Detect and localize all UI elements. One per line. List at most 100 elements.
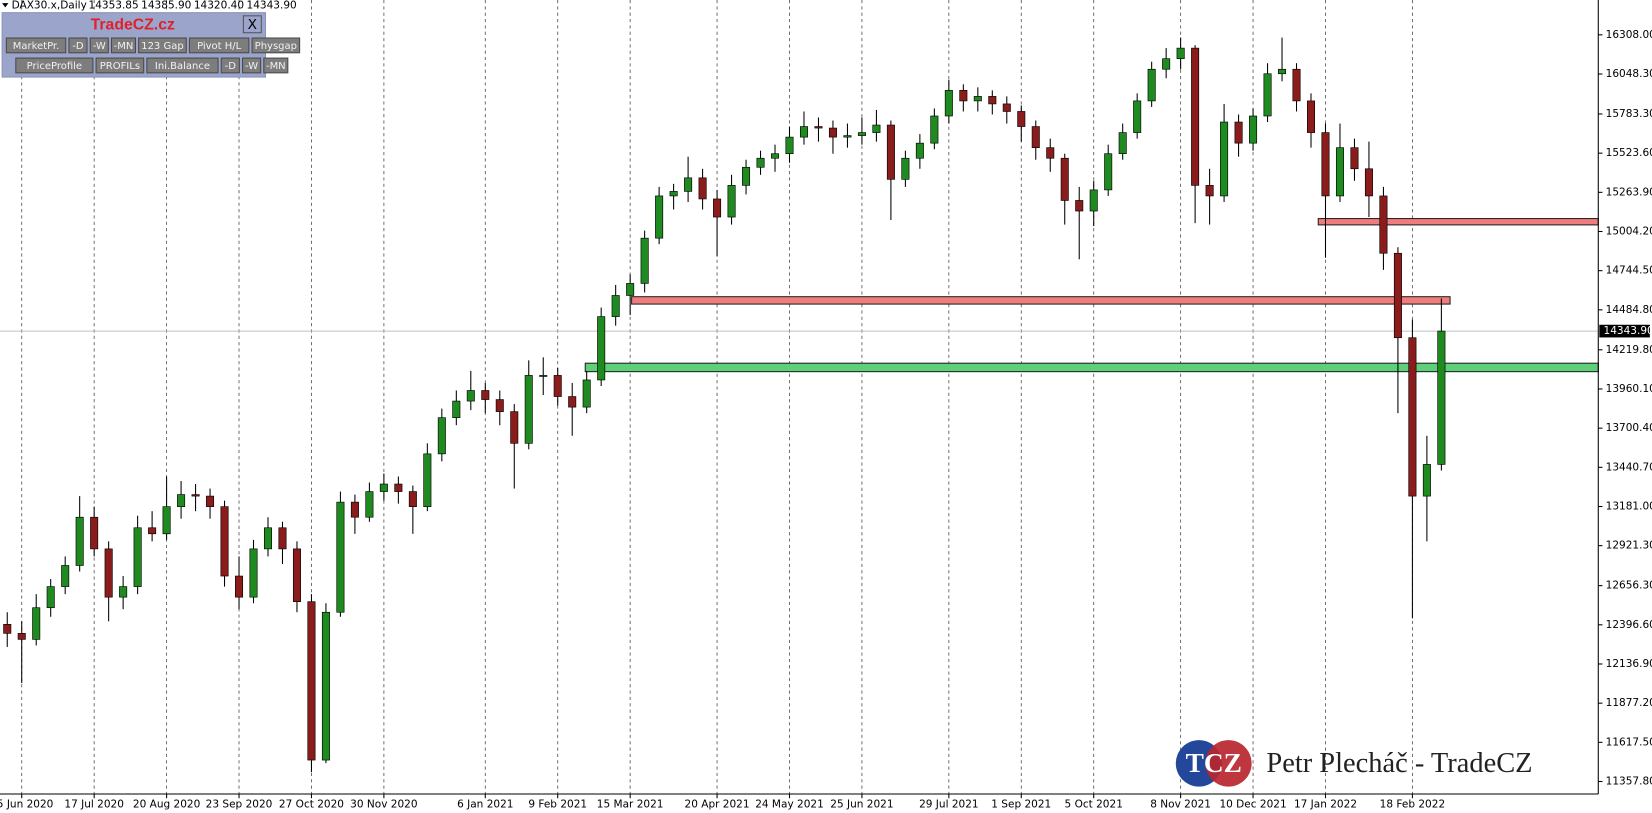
toolbar-button[interactable]: -D — [220, 57, 240, 74]
candle-body — [1292, 68, 1301, 102]
toolbar-button[interactable]: PROFILs — [95, 57, 145, 74]
toolbar-button[interactable]: -W — [242, 57, 262, 74]
toolbar-button[interactable]: Ini.Balance — [146, 57, 219, 74]
button-face — [110, 37, 137, 54]
button-label: -W — [93, 41, 106, 52]
x-tick-label: 23 Sep 2020 — [206, 799, 273, 811]
toolbar-button[interactable]: PriceProfile — [15, 57, 94, 74]
candle-body — [133, 527, 142, 587]
x-tick-label: 17 Jul 2020 — [64, 799, 124, 811]
header-ohlc: 14343.90 — [247, 0, 297, 11]
x-tick-label: 1 Sep 2021 — [991, 799, 1051, 811]
toolbar-button[interactable]: Physgap — [251, 37, 301, 54]
candle-body — [437, 417, 446, 455]
candle-body — [1307, 100, 1316, 133]
x-tick-label: 29 Jul 2021 — [919, 799, 979, 811]
y-tick-label: 12656.30 — [1606, 580, 1652, 592]
candle-body — [1147, 68, 1156, 102]
x-tick-label: 18 Feb 2022 — [1380, 799, 1445, 811]
candle-body — [1104, 153, 1113, 191]
candle-body — [857, 132, 866, 136]
button-face — [68, 37, 88, 54]
candle-body — [1234, 121, 1243, 144]
candle-body — [379, 483, 388, 492]
candle-body — [785, 136, 794, 155]
y-tick-label: 13440.70 — [1606, 461, 1652, 473]
logo-text: TCZ — [1186, 748, 1242, 778]
candle-body — [901, 157, 910, 180]
candle-body — [1075, 200, 1084, 212]
candle-body — [46, 586, 55, 609]
y-tick-label: 12136.90 — [1606, 658, 1652, 670]
x-tick-label: 24 May 2021 — [755, 799, 824, 811]
close-button[interactable]: X — [242, 15, 262, 34]
toolbar-button[interactable]: MarketPr. — [5, 37, 67, 54]
y-tick-label: 11617.50 — [1606, 736, 1652, 748]
button-face — [220, 57, 240, 74]
toolbar-button[interactable]: -D — [68, 37, 88, 54]
candle-body — [886, 124, 895, 180]
toolbar-title: TradeCZ.cz — [91, 17, 175, 34]
y-tick-label: 16308.00 — [1606, 29, 1652, 41]
button-label: Physgap — [255, 41, 297, 52]
level-zone — [1317, 218, 1599, 226]
candle-body — [177, 494, 186, 507]
close-button-box — [242, 15, 262, 34]
y-tick-label: 15263.90 — [1606, 186, 1652, 198]
button-label: Pivot H/L — [197, 41, 242, 52]
candle-body — [365, 491, 374, 518]
candle-body — [408, 491, 417, 507]
candle-body — [727, 185, 736, 218]
candle-body — [799, 126, 808, 138]
button-face — [242, 57, 262, 74]
candle-body — [1335, 147, 1344, 197]
button-label: PROFILs — [100, 61, 140, 72]
y-tick-label: 13700.40 — [1606, 422, 1652, 434]
candle-body — [235, 575, 244, 598]
symbol: DAX30.x,Daily — [12, 0, 87, 11]
button-face — [146, 57, 219, 74]
candle-body — [394, 483, 403, 492]
candle-body — [539, 375, 548, 377]
candle-body — [119, 586, 128, 598]
x-tick-label: 20 Apr 2021 — [685, 799, 750, 811]
candle-body — [466, 390, 475, 402]
y-tick-label: 16048.30 — [1606, 68, 1652, 80]
candle-body — [191, 494, 200, 497]
header-ohlc: 14320.40 — [194, 0, 244, 11]
button-label: -W — [245, 61, 258, 72]
y-tick-label: 13960.10 — [1606, 383, 1652, 395]
toolbar-button[interactable]: 123 Gap — [138, 37, 187, 54]
candle-body — [843, 135, 852, 138]
x-tick-label: 15 Jun 2020 — [0, 799, 53, 811]
candle-body — [684, 177, 693, 192]
toolbar-button[interactable]: Pivot H/L — [188, 37, 250, 54]
candle-body — [1278, 68, 1287, 75]
candle-body — [814, 126, 823, 129]
toolbar-button[interactable]: -W — [89, 37, 109, 54]
toolbar-button[interactable]: -MN — [110, 37, 137, 54]
candle-body — [1220, 121, 1229, 197]
candle-body — [1191, 47, 1200, 186]
candle-body — [828, 127, 837, 138]
candle-body — [1046, 147, 1055, 159]
watermark: TCZ Petr Plecháč - TradeCZ — [1175, 740, 1533, 787]
candle-body — [148, 527, 157, 535]
candle-body — [90, 516, 99, 550]
y-tick-label: 13181.00 — [1606, 500, 1652, 512]
candle-body — [1031, 126, 1040, 148]
y-tick-label: 11357.80 — [1606, 775, 1652, 787]
candle-body — [1205, 185, 1214, 197]
candle-body — [336, 501, 345, 613]
toolbar-button[interactable]: -MN — [263, 57, 289, 74]
candle-body — [1133, 100, 1142, 133]
candle-body — [278, 527, 287, 550]
candle-body — [582, 379, 591, 408]
x-tick-label: 27 Oct 2020 — [279, 799, 344, 811]
button-label: -MN — [114, 41, 134, 52]
candle-body — [75, 516, 84, 566]
x-tick-label: 20 Aug 2020 — [133, 799, 200, 811]
candle-body — [1060, 157, 1069, 201]
candle-body — [3, 623, 12, 634]
